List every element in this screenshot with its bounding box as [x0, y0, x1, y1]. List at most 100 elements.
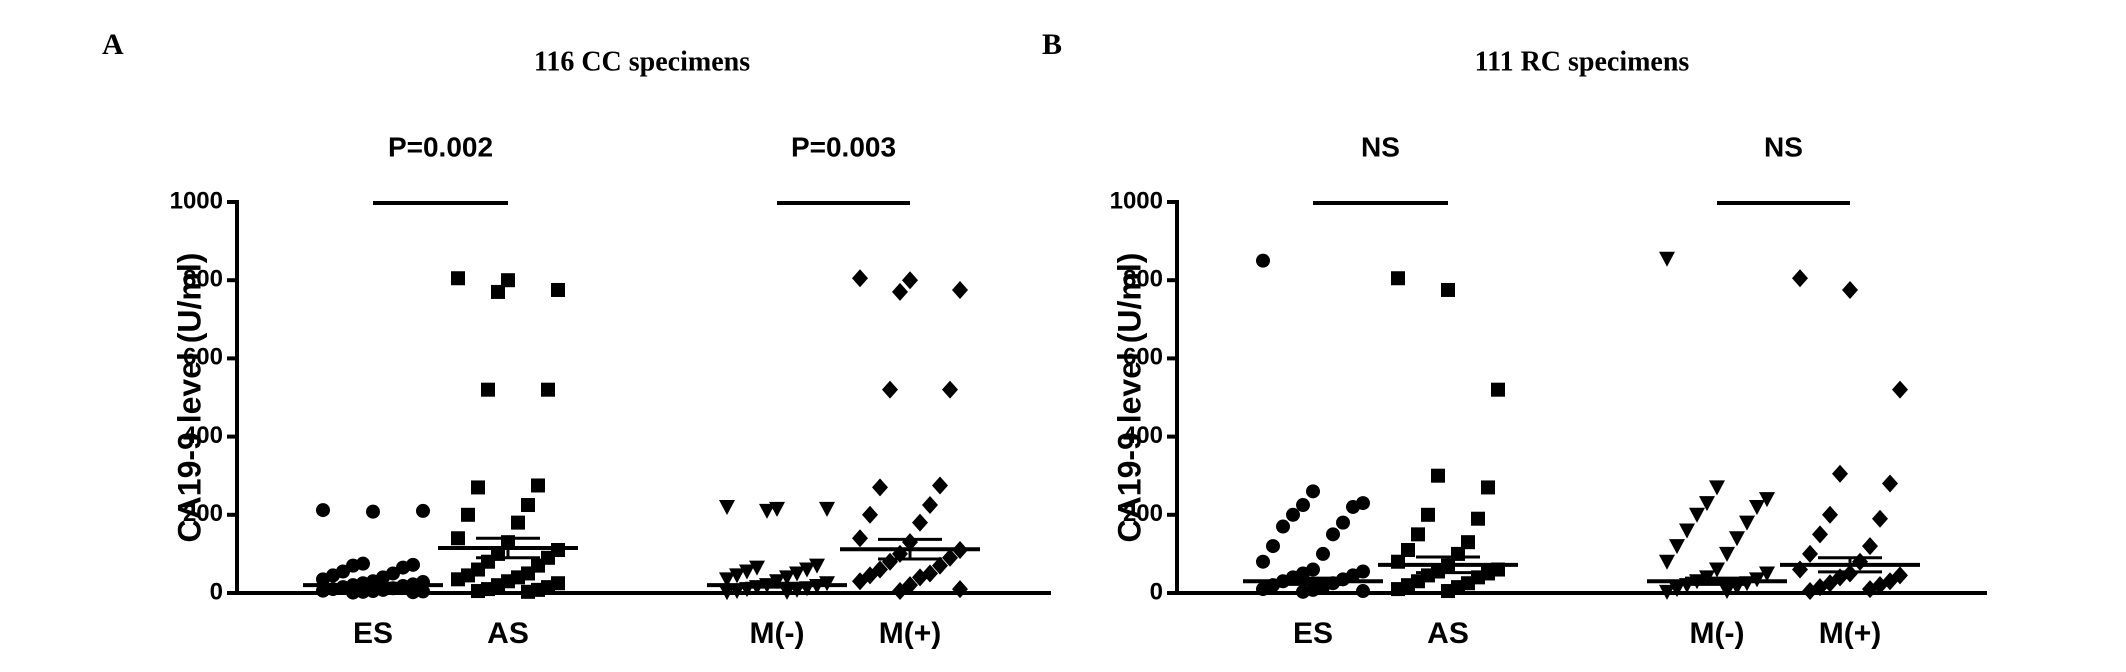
data-point	[1256, 582, 1270, 597]
data-point	[1802, 544, 1818, 563]
y-axis-label: CA19-9 level (U/ml)	[1111, 253, 1147, 543]
y-tick-label: 800	[183, 266, 223, 293]
data-point	[942, 380, 958, 399]
data-point	[316, 503, 330, 518]
data-point	[932, 476, 948, 495]
data-point	[902, 271, 918, 290]
data-point	[366, 504, 380, 519]
data-point	[912, 568, 928, 587]
data-point	[1256, 253, 1270, 268]
data-point	[1276, 519, 1290, 534]
data-point	[799, 562, 815, 578]
data-point	[1471, 511, 1485, 526]
data-point	[1862, 537, 1878, 556]
y-tick-label: 200	[183, 500, 223, 527]
data-point	[1421, 507, 1435, 522]
data-point	[1719, 546, 1735, 562]
data-point	[1461, 535, 1475, 550]
comparison-label: P=0.002	[388, 131, 493, 162]
data-point	[852, 529, 868, 548]
x-tick-label: M(-)	[1690, 617, 1745, 650]
data-point	[1391, 271, 1405, 286]
data-point	[1491, 382, 1505, 397]
y-tick-label: 400	[1123, 422, 1163, 449]
data-point	[1306, 484, 1320, 499]
data-point	[1759, 566, 1775, 582]
data-point	[1699, 496, 1715, 512]
panel-label: A	[102, 28, 124, 61]
data-point	[1346, 499, 1360, 514]
x-tick-label: M(+)	[1819, 617, 1882, 650]
chart-title: 116 CC specimens	[534, 46, 750, 77]
data-point	[1679, 523, 1695, 539]
comparison-label: P=0.003	[791, 131, 896, 162]
data-point	[551, 282, 565, 297]
data-point	[1669, 539, 1685, 555]
data-point	[882, 380, 898, 399]
data-point	[892, 582, 908, 601]
x-tick-label: AS	[487, 617, 529, 650]
data-point	[932, 556, 948, 575]
data-point	[1286, 507, 1300, 522]
data-point	[1832, 464, 1848, 483]
y-axis-label: CA19-9 level (U/ml)	[171, 253, 207, 543]
data-point	[531, 478, 545, 493]
data-point	[1391, 582, 1405, 597]
data-point	[1256, 554, 1270, 569]
data-point	[1659, 584, 1675, 600]
data-point	[1411, 527, 1425, 542]
data-point	[1326, 527, 1340, 542]
data-point	[1659, 554, 1675, 570]
data-point	[892, 282, 908, 301]
data-point	[1802, 582, 1818, 601]
data-point	[942, 548, 958, 567]
comparison-label: NS	[1764, 131, 1803, 162]
chart-title: 111 RC specimens	[1475, 46, 1690, 77]
data-point	[1882, 474, 1898, 493]
data-point	[1719, 584, 1735, 600]
data-point	[471, 584, 485, 599]
y-tick-label: 200	[1123, 500, 1163, 527]
data-point	[501, 273, 515, 288]
data-point	[1709, 480, 1725, 496]
data-point	[789, 566, 805, 582]
data-point	[316, 572, 330, 587]
data-point	[862, 505, 878, 524]
data-point	[779, 570, 795, 586]
data-point	[852, 572, 868, 591]
data-point	[759, 503, 775, 519]
y-tick-label: 600	[1123, 344, 1163, 371]
y-tick-label: 600	[183, 344, 223, 371]
data-point	[852, 269, 868, 288]
data-point	[1729, 531, 1745, 547]
y-tick-label: 1000	[170, 187, 223, 214]
data-point	[451, 572, 465, 587]
data-point	[1822, 505, 1838, 524]
data-point	[1862, 580, 1878, 599]
data-point	[819, 501, 835, 517]
x-tick-label: M(+)	[879, 617, 942, 650]
data-point	[461, 507, 475, 522]
data-point	[416, 503, 430, 518]
data-point	[1842, 280, 1858, 299]
data-point	[1481, 480, 1495, 495]
data-point	[1336, 515, 1350, 530]
data-point	[1812, 525, 1828, 544]
data-point	[882, 552, 898, 571]
data-point	[541, 382, 555, 397]
data-point	[1759, 492, 1775, 508]
data-point	[749, 560, 765, 576]
data-point	[346, 585, 360, 600]
y-tick-label: 0	[210, 578, 223, 605]
data-point	[922, 496, 938, 515]
data-point	[416, 584, 430, 599]
data-point	[1792, 269, 1808, 288]
x-tick-label: ES	[353, 617, 393, 650]
data-point	[406, 585, 420, 600]
data-point	[1872, 509, 1888, 528]
data-point	[1659, 251, 1675, 267]
data-point	[1401, 542, 1415, 557]
data-point	[719, 572, 735, 588]
